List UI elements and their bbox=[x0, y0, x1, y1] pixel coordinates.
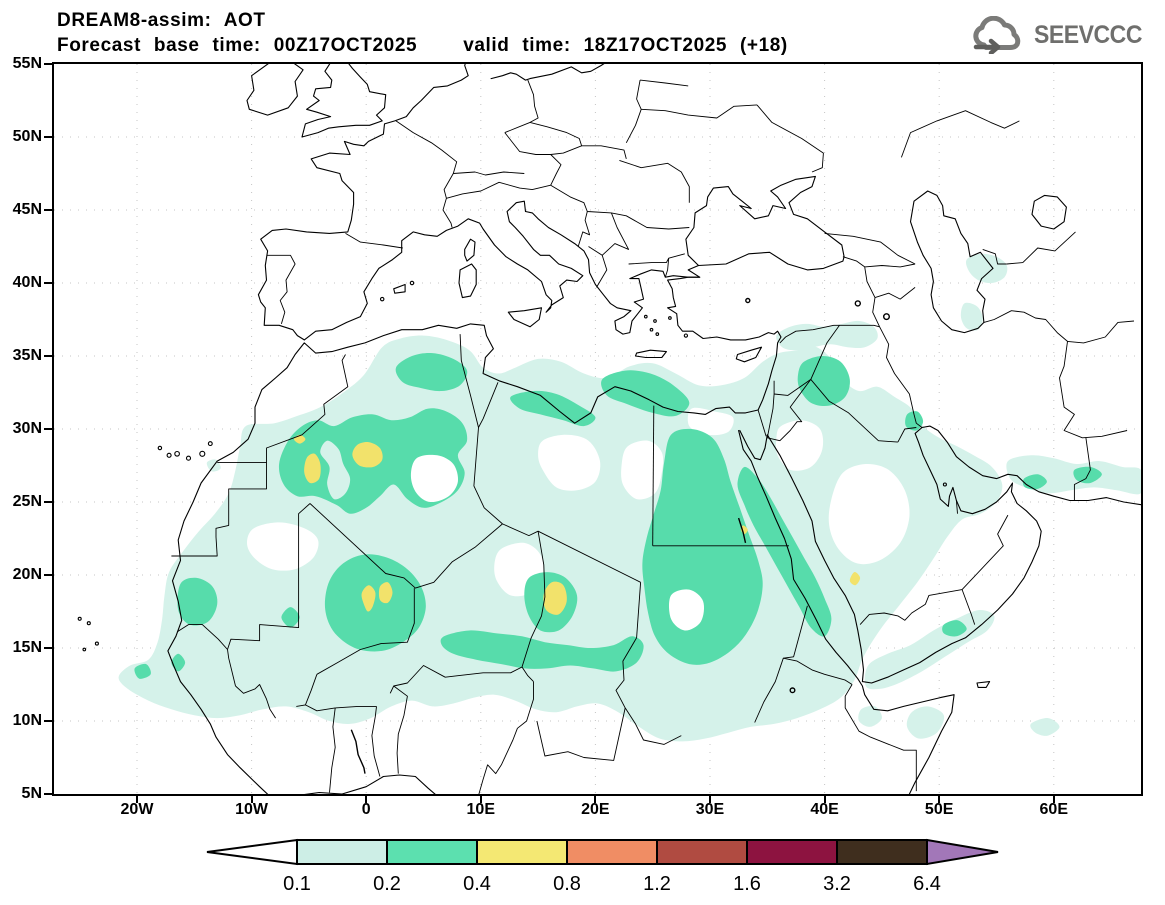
lat-tick bbox=[44, 63, 53, 65]
legend-cell bbox=[386, 839, 478, 865]
legend-cell bbox=[566, 839, 658, 865]
aot-hole bbox=[320, 440, 351, 500]
legend-value: 3.2 bbox=[823, 873, 851, 895]
lat-tick-label: 40N bbox=[12, 274, 42, 291]
lon-tick bbox=[938, 794, 941, 803]
lat-tick-label: 45N bbox=[12, 201, 42, 218]
forecast-map bbox=[54, 64, 1141, 794]
forecast-time-line: Forecast base time: 00Z17OCT2025 valid ti… bbox=[57, 33, 788, 58]
legend-cell bbox=[656, 839, 748, 865]
lon-tick-label: 20E bbox=[581, 801, 610, 818]
seevccc-logo: SEEVCCC bbox=[970, 16, 1151, 54]
lat-tick bbox=[44, 574, 53, 576]
legend-cell bbox=[746, 839, 838, 865]
lat-tick bbox=[44, 793, 53, 795]
lat-tick-label: 5N bbox=[21, 785, 42, 802]
legend-value: 0.4 bbox=[463, 873, 491, 895]
cloud-icon bbox=[973, 16, 1020, 54]
legend-cell bbox=[296, 839, 388, 865]
lat-tick-label: 25N bbox=[12, 493, 42, 510]
lat-tick-label: 55N bbox=[12, 55, 42, 72]
lon-tick bbox=[823, 794, 826, 803]
lon-tick-label: 40E bbox=[810, 801, 839, 818]
legend-value: 0.1 bbox=[283, 873, 311, 895]
lon-tick bbox=[135, 794, 138, 803]
coastlines bbox=[77, 64, 1141, 794]
lat-tick-label: 30N bbox=[12, 420, 42, 437]
lat-tick bbox=[44, 355, 53, 357]
legend-value: 1.6 bbox=[733, 873, 761, 895]
lat-tick-label: 20N bbox=[12, 566, 42, 583]
lon-tick-label: 10W bbox=[235, 801, 269, 818]
lakes bbox=[350, 297, 891, 774]
lat-tick bbox=[44, 720, 53, 722]
logo-text: SEEVCCC bbox=[1033, 20, 1142, 49]
lat-tick bbox=[44, 282, 53, 284]
legend-value: 0.8 bbox=[553, 873, 581, 895]
lat-tick bbox=[44, 647, 53, 649]
lon-tick bbox=[250, 794, 253, 803]
country-borders bbox=[171, 79, 1135, 794]
lat-tick-label: 35N bbox=[12, 347, 42, 364]
lat-tick bbox=[44, 428, 53, 430]
lon-tick-label: 10E bbox=[466, 801, 495, 818]
lon-tick bbox=[594, 794, 597, 803]
lon-tick-label: 60E bbox=[1039, 801, 1068, 818]
lon-tick bbox=[365, 794, 368, 803]
legend-value: 0.2 bbox=[373, 873, 401, 895]
lon-tick-label: 20W bbox=[120, 801, 154, 818]
lat-tick bbox=[44, 209, 53, 211]
legend-cell bbox=[836, 839, 928, 865]
lon-tick bbox=[479, 794, 482, 803]
lat-tick-label: 15N bbox=[12, 639, 42, 656]
lon-tick bbox=[708, 794, 711, 803]
lon-tick-label: 50E bbox=[924, 801, 954, 818]
color-scale-legend: 0.1 0.2 0.4 0.8 1.2 1.6 3.2 6.4 bbox=[206, 838, 999, 895]
lat-tick bbox=[44, 501, 53, 503]
lat-tick-label: 10N bbox=[12, 712, 42, 729]
title-block: DREAM8-assim: AOT Forecast base time: 00… bbox=[57, 8, 788, 58]
aot-hole bbox=[410, 454, 459, 503]
legend-right-arrow bbox=[926, 838, 999, 866]
legend-value: 6.4 bbox=[913, 873, 941, 895]
page-title: DREAM8-assim: AOT bbox=[57, 10, 266, 31]
map-frame bbox=[52, 62, 1143, 796]
legend-left-arrow bbox=[206, 838, 298, 866]
lat-tick bbox=[44, 136, 53, 138]
lat-tick-label: 50N bbox=[12, 128, 42, 145]
aot-shading-low bbox=[118, 253, 1141, 742]
legend-value: 1.2 bbox=[643, 873, 671, 895]
valid-time-text: valid time: 18Z17OCT2025 (+18) bbox=[463, 35, 788, 56]
lon-tick-label: 30E bbox=[695, 801, 725, 818]
lon-tick bbox=[1052, 794, 1055, 803]
legend-cell bbox=[476, 839, 568, 865]
aot-hole bbox=[669, 589, 705, 631]
base-time-text: Forecast base time: 00Z17OCT2025 bbox=[57, 35, 418, 56]
lon-tick-label: 0 bbox=[361, 801, 371, 818]
